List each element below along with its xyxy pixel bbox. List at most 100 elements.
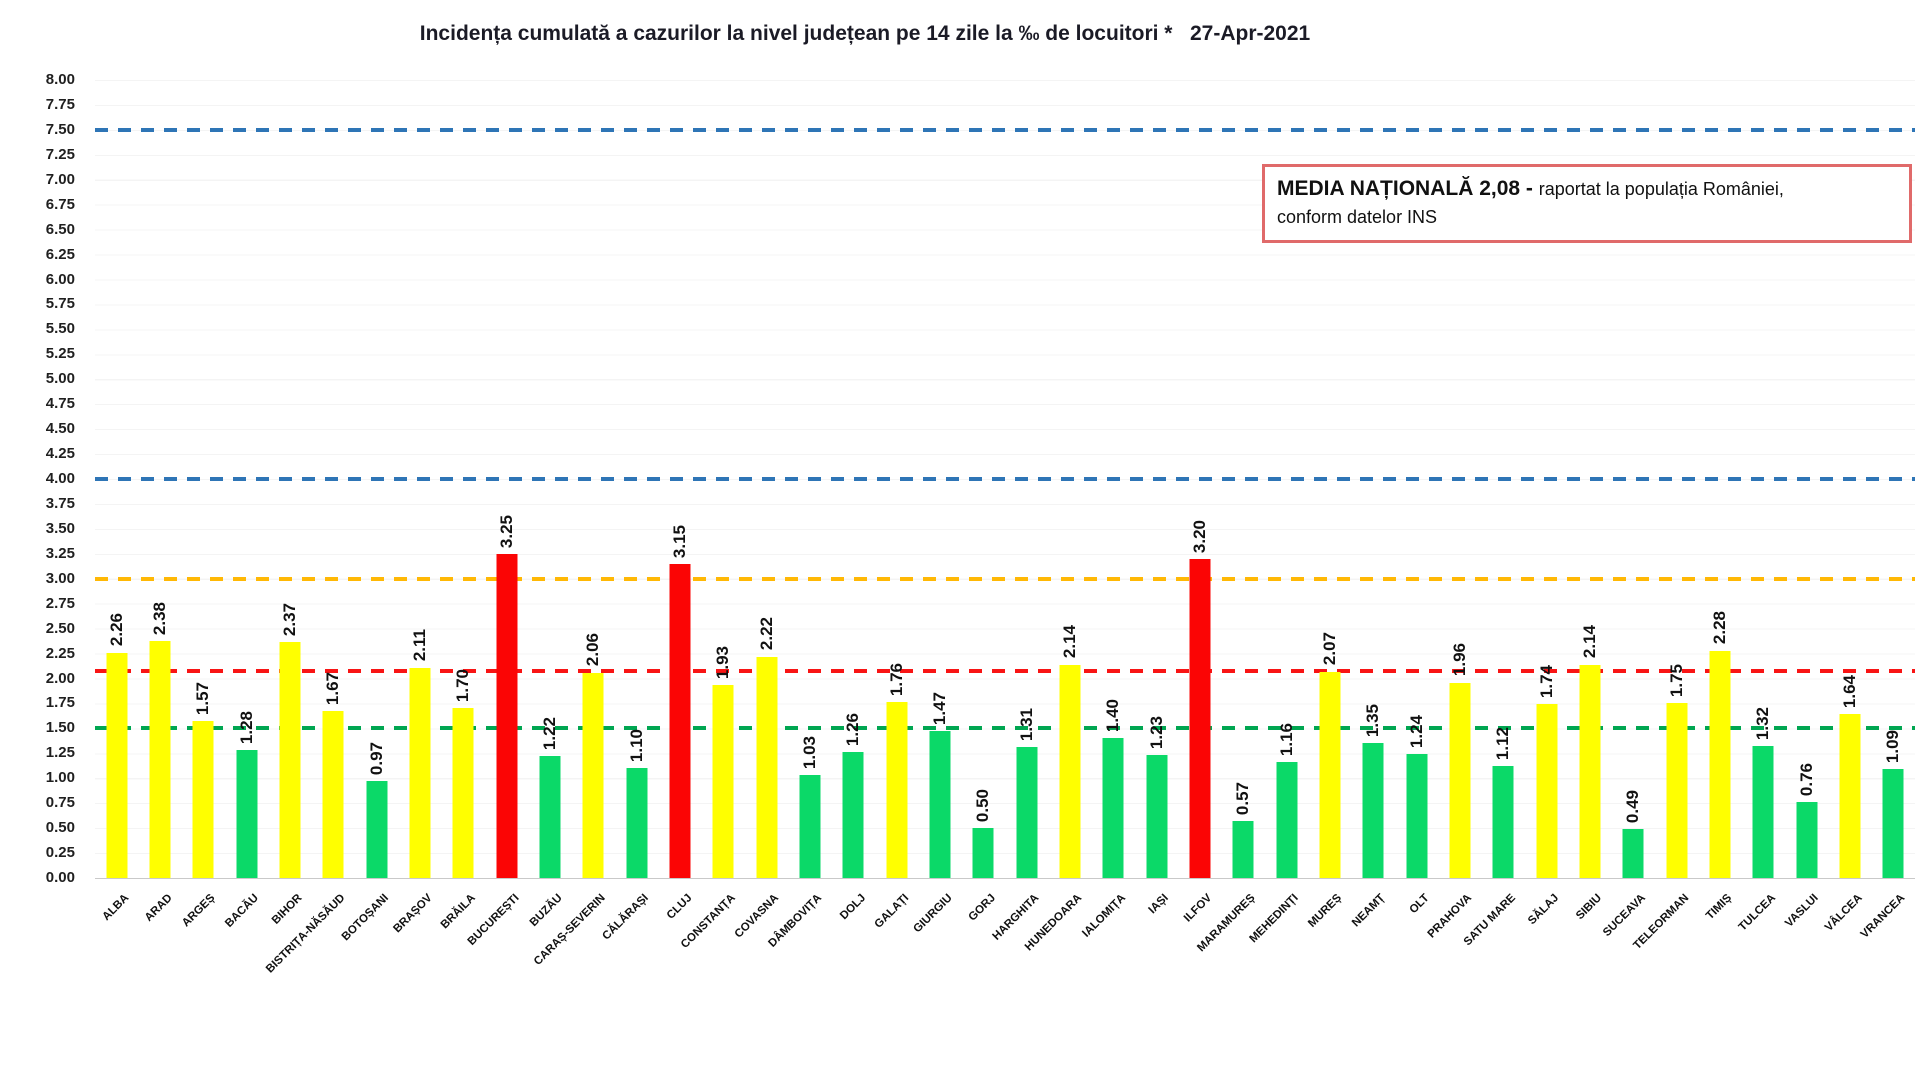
bar-value-label: 2.14 xyxy=(1579,625,1599,659)
county-label: IAȘI xyxy=(1146,892,1172,917)
county-bar xyxy=(279,641,301,878)
county-bar xyxy=(756,656,778,878)
county-bar xyxy=(972,828,994,878)
county-bar xyxy=(1362,743,1384,878)
bar-value-label: 0.97 xyxy=(366,742,386,776)
county-bar xyxy=(1319,671,1341,878)
county-label: BUZĂU xyxy=(527,892,565,929)
y-tick-label: 0.25 xyxy=(45,844,75,862)
bar-value-label: 1.26 xyxy=(843,713,863,747)
bar-slot: 1.74 xyxy=(1525,80,1568,878)
county-label: ILFOV xyxy=(1182,892,1215,925)
bar-value-label: 1.47 xyxy=(929,692,949,726)
y-tick-label: 5.50 xyxy=(45,320,75,338)
bar-slot: 1.16 xyxy=(1265,80,1308,878)
y-tick-label: 0.50 xyxy=(45,819,75,837)
county-label: ARAD xyxy=(142,892,175,924)
bar-slot: 3.20 xyxy=(1178,80,1221,878)
county-bar xyxy=(539,756,561,878)
orange-threshold-line xyxy=(95,576,1915,581)
bar-slot: 1.03 xyxy=(788,80,831,878)
bar-value-label: 1.10 xyxy=(626,729,646,763)
bar-value-label: 1.40 xyxy=(1103,699,1123,733)
bar-value-label: 1.93 xyxy=(713,646,733,680)
y-tick-label: 5.00 xyxy=(45,370,75,388)
chart-title: Incidența cumulată a cazurilor la nivel … xyxy=(419,22,1311,45)
county-bar xyxy=(669,563,691,878)
blue-lower-line xyxy=(95,477,1915,481)
county-label: GALAȚI xyxy=(872,892,912,931)
county-label: BACĂU xyxy=(223,892,262,930)
bar-slot: 1.40 xyxy=(1092,80,1135,878)
bar-value-label: 1.32 xyxy=(1753,707,1773,741)
bar-slot: 2.38 xyxy=(138,80,181,878)
county-bar xyxy=(452,708,474,878)
county-bar xyxy=(106,652,128,878)
bar-value-label: 1.22 xyxy=(539,717,559,751)
county-bar xyxy=(712,685,734,878)
bar-slot: 1.64 xyxy=(1828,80,1871,878)
county-label: BISTRIȚA-NĂSĂUD xyxy=(264,892,348,976)
bar-slot: 1.22 xyxy=(528,80,571,878)
county-bar xyxy=(1189,558,1211,878)
county-label: OLT xyxy=(1407,892,1432,917)
bar-slot: 1.31 xyxy=(1005,80,1048,878)
county-bar xyxy=(929,731,951,878)
bar-value-label: 1.24 xyxy=(1406,715,1426,749)
county-label: GIURGIU xyxy=(911,892,955,936)
national-average-note-line2: conform datelor INS xyxy=(1277,207,1438,227)
bar-value-label: 1.28 xyxy=(236,711,256,745)
y-tick-label: 1.00 xyxy=(45,769,75,787)
bar-slot: 1.10 xyxy=(615,80,658,878)
county-bar xyxy=(1102,738,1124,878)
county-bar xyxy=(322,711,344,878)
bar-slot: 2.26 xyxy=(95,80,138,878)
county-label: VASLUI xyxy=(1783,892,1822,930)
county-bar xyxy=(1406,754,1428,878)
y-tick-label: 5.25 xyxy=(45,345,75,363)
county-bar xyxy=(1232,821,1254,878)
blue-upper-line xyxy=(95,127,1915,132)
bar-slot: 3.25 xyxy=(485,80,528,878)
bar-slot: 0.57 xyxy=(1222,80,1265,878)
county-bar xyxy=(1752,746,1774,878)
county-label: DOLJ xyxy=(837,892,868,923)
y-tick-label: 2.00 xyxy=(45,669,75,687)
bar-slot: 2.28 xyxy=(1698,80,1741,878)
bar-value-label: 3.20 xyxy=(1189,519,1209,553)
bar-value-label: 1.64 xyxy=(1839,675,1859,709)
bar-value-label: 2.28 xyxy=(1709,611,1729,645)
county-label: NEAMȚ xyxy=(1350,892,1388,930)
y-tick-label: 6.25 xyxy=(45,245,75,263)
y-tick-label: 1.25 xyxy=(45,744,75,762)
y-tick-label: 3.75 xyxy=(45,494,75,512)
y-tick-label: 2.75 xyxy=(45,594,75,612)
bar-slot: 1.35 xyxy=(1352,80,1395,878)
y-tick-label: 5.75 xyxy=(45,295,75,313)
bar-value-label: 2.37 xyxy=(279,602,299,636)
green-threshold-line xyxy=(95,726,1915,731)
county-label: CLUJ xyxy=(664,892,695,922)
county-label: SĂLAJ xyxy=(1526,892,1562,928)
y-tick-label: 7.75 xyxy=(45,95,75,113)
county-label: BRAȘOV xyxy=(391,892,435,936)
y-tick-label: 6.00 xyxy=(45,270,75,288)
county-label: IALOMIȚA xyxy=(1080,892,1128,940)
county-label: GORJ xyxy=(966,892,998,924)
national-average-box: MEDIA NAȚIONALĂ 2,08 - raportat la popul… xyxy=(1262,164,1912,243)
bar-slot: 1.67 xyxy=(312,80,355,878)
bar-slot: 1.26 xyxy=(832,80,875,878)
county-bar xyxy=(842,752,864,878)
county-bar xyxy=(1536,704,1558,878)
bar-value-label: 1.12 xyxy=(1493,727,1513,761)
bar-value-label: 2.07 xyxy=(1319,632,1339,666)
bar-slot: 1.32 xyxy=(1742,80,1785,878)
bar-value-label: 2.22 xyxy=(756,617,776,651)
y-tick-label: 4.75 xyxy=(45,395,75,413)
bar-slot: 2.22 xyxy=(745,80,788,878)
county-bar xyxy=(886,702,908,878)
bar-slot: 1.12 xyxy=(1482,80,1525,878)
county-label: TULCEA xyxy=(1736,892,1778,934)
y-tick-label: 3.50 xyxy=(45,519,75,537)
